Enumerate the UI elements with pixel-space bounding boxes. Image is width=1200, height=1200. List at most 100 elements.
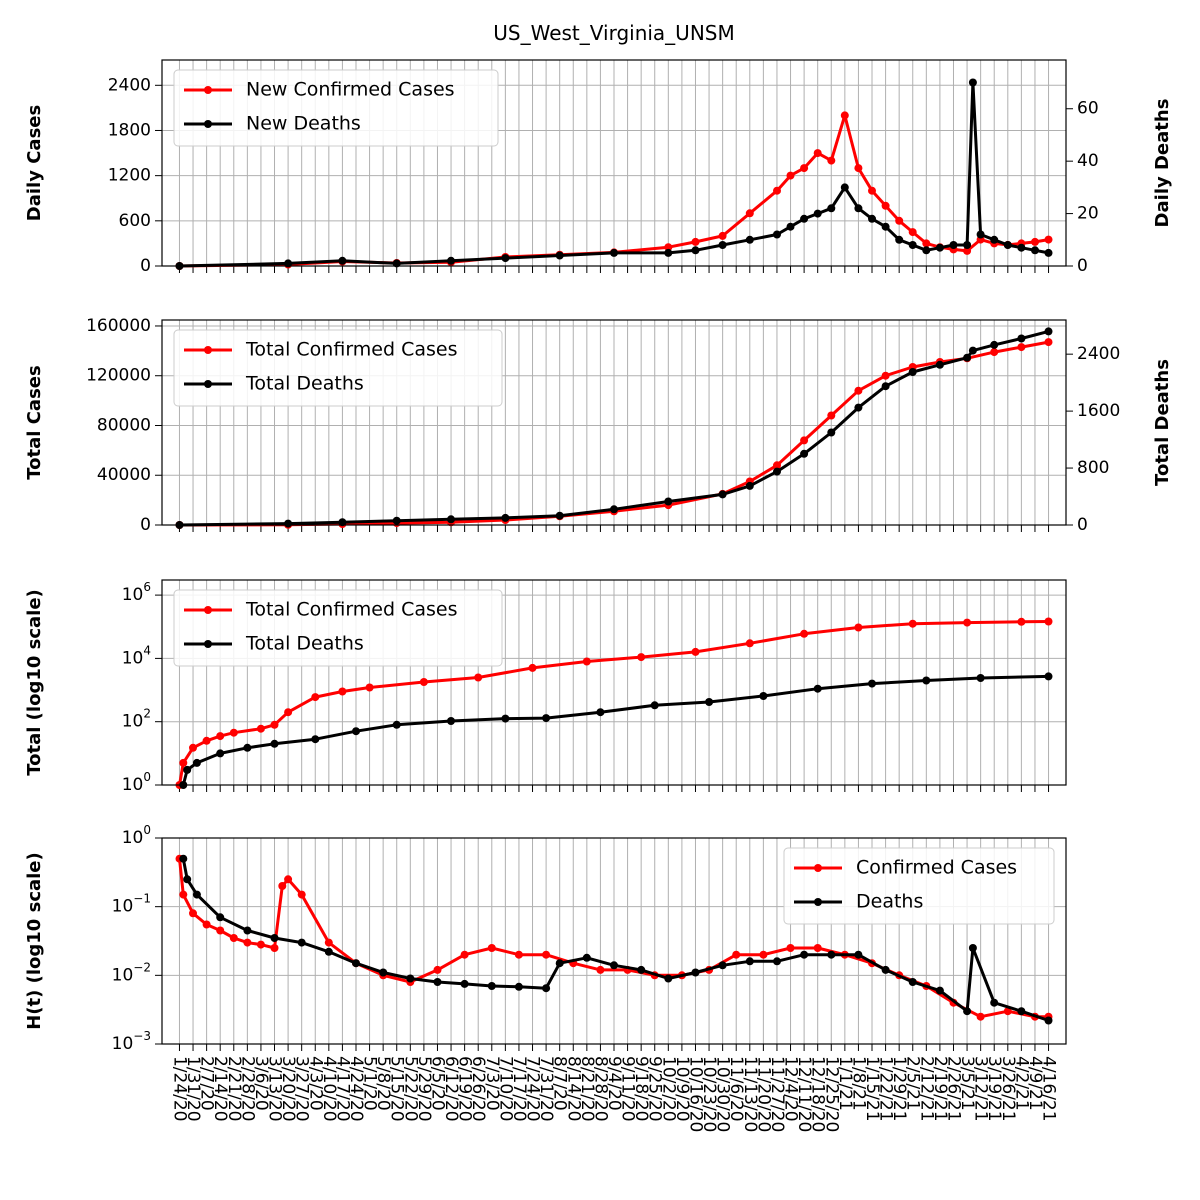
y-axis-label: Total Cases: [24, 365, 45, 479]
data-point: [827, 204, 836, 213]
data-point: [582, 657, 591, 666]
x-tick-label: 1/8/21: [848, 1056, 868, 1111]
data-point: [691, 246, 700, 255]
total-panel: 0 40000 80000 120000 160000 0 800 1600 2400 Total…: [24, 316, 1173, 535]
data-point: [922, 246, 931, 255]
data-point: [278, 882, 287, 890]
data-point: [297, 938, 306, 947]
x-tick-label: 9/25/20: [645, 1056, 665, 1122]
data-point: [868, 679, 876, 688]
data-point: [229, 934, 238, 942]
data-point: [922, 239, 931, 248]
data-point: [854, 386, 863, 395]
axes-frame: [161, 59, 1067, 267]
data-point: [963, 1007, 972, 1016]
data-point: [1044, 672, 1053, 681]
data-point: [243, 926, 252, 935]
legend-label: Total Confirmed Cases: [245, 339, 458, 361]
y-axis-label-right: Daily Deaths: [1152, 99, 1173, 228]
legend-box: [173, 589, 503, 667]
data-point: [270, 720, 279, 729]
x-tick-label: 2/21/20: [224, 1056, 244, 1122]
series-line: [181, 858, 1049, 1022]
data-point: [284, 875, 293, 884]
y-tick-label: 1800: [108, 120, 151, 140]
data-point: [968, 944, 977, 952]
data-point: [1031, 237, 1039, 246]
data-point: [881, 382, 890, 391]
y-tick-label: 100: [122, 770, 151, 796]
legend-label: Total Confirmed Cases: [245, 599, 458, 621]
data-point: [664, 243, 673, 252]
x-tick-label: 7/24/20: [523, 1056, 543, 1122]
y-axis-label-right: Total Deaths: [1152, 359, 1173, 486]
data-point: [487, 944, 496, 952]
y-right-tick-label: 1600: [1077, 401, 1120, 421]
data-point: [963, 246, 972, 255]
legend-marker: [204, 640, 212, 648]
data-point: [1044, 1016, 1053, 1025]
data-point: [935, 986, 944, 995]
data-point: [582, 953, 591, 962]
legend-label: Confirmed Cases: [856, 857, 1017, 879]
data-point: [514, 982, 523, 991]
data-point: [406, 974, 415, 983]
y-right-tick-label: 2400: [1077, 344, 1120, 364]
data-point: [637, 653, 646, 662]
data-point: [705, 698, 714, 706]
log-total-panel: 100 102 104 106 Total (log10 scale) Total Con…: [24, 579, 1067, 796]
x-tick-label: 4/16/21: [1039, 1056, 1059, 1122]
data-point: [1044, 338, 1053, 347]
data-point: [229, 728, 238, 737]
data-point: [935, 243, 944, 252]
x-tick-label: 5/15/20: [387, 1056, 407, 1122]
legend-label: New Deaths: [246, 113, 361, 135]
data-point: [270, 944, 279, 952]
data-point: [786, 944, 795, 952]
data-point: [637, 965, 646, 974]
data-point: [487, 982, 496, 990]
data-point: [338, 256, 347, 265]
data-point: [596, 965, 605, 974]
data-point: [881, 222, 890, 231]
data-point: [270, 739, 279, 748]
figure-title: US_West_Virginia_UNSM: [493, 21, 734, 45]
x-tick-label: 4/10/20: [319, 1056, 339, 1122]
data-point: [501, 714, 510, 723]
x-tick-label: 5/8/20: [373, 1056, 393, 1111]
data-point: [895, 216, 904, 225]
y-tick-label: 40000: [97, 465, 151, 485]
data-point: [256, 724, 265, 733]
data-point: [718, 961, 727, 970]
data-point: [192, 890, 201, 899]
data-point: [840, 183, 849, 192]
data-point: [895, 235, 904, 244]
data-point: [392, 720, 401, 729]
data-point: [773, 467, 781, 476]
data-point: [800, 629, 809, 638]
data-point: [460, 950, 469, 959]
data-point: [963, 241, 972, 249]
data-point: [968, 78, 977, 87]
x-tick-label: 6/26/20: [468, 1056, 488, 1122]
data-point: [718, 231, 727, 240]
x-tick-label: 4/24/20: [346, 1056, 366, 1122]
data-point: [800, 950, 809, 959]
data-point: [324, 947, 333, 956]
data-point: [460, 979, 469, 988]
legend-label: New Confirmed Cases: [246, 79, 455, 101]
y-tick-label: 120000: [86, 366, 151, 386]
x-tick-label: 3/26/21: [998, 1056, 1018, 1122]
daily-panel: 0 600 1200 1800 2400 0 20 40 60 Daily Cases Daily …: [24, 59, 1173, 276]
x-tick-label: 5/1/20: [360, 1056, 380, 1111]
data-point: [813, 149, 822, 158]
x-tick-label: 8/28/20: [590, 1056, 610, 1122]
x-tick-label: 4/9/21: [1025, 1056, 1045, 1111]
x-tick-label: 12/18/20: [808, 1056, 828, 1132]
legend: Total Confirmed Cases Total Deaths: [173, 329, 503, 407]
y-right-tick-label: 0: [1077, 515, 1088, 535]
data-point: [840, 111, 849, 120]
data-point: [1017, 617, 1026, 626]
x-tick-label: 1/31/20: [183, 1056, 203, 1122]
